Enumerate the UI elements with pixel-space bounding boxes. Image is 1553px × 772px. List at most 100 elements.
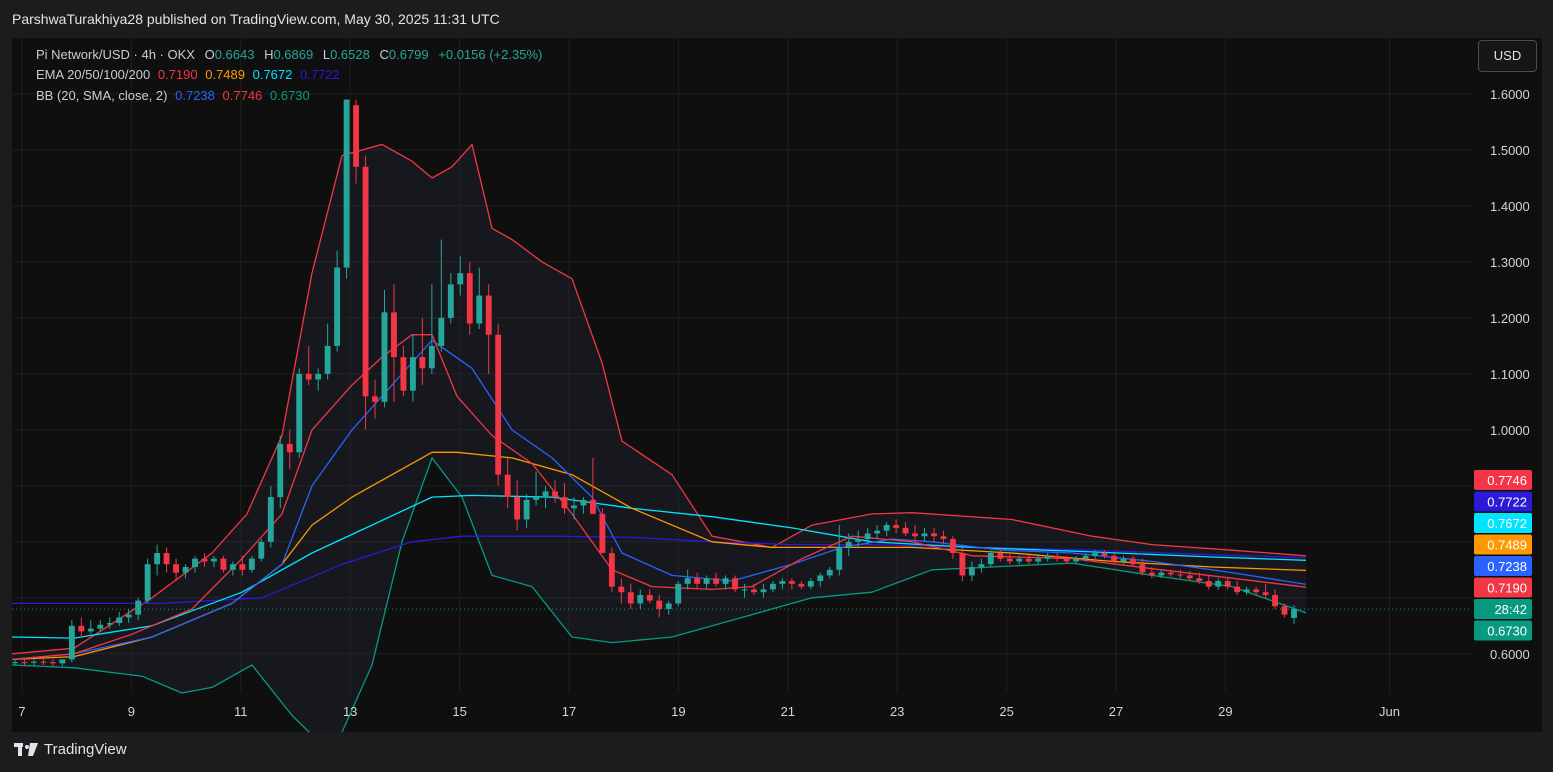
candle[interactable] [684, 569, 691, 590]
candle[interactable] [381, 289, 388, 408]
candle[interactable] [68, 620, 75, 663]
candle[interactable] [49, 659, 56, 667]
candle[interactable] [912, 525, 918, 542]
candle[interactable] [1281, 603, 1288, 618]
candle[interactable] [1272, 589, 1278, 610]
legend-bb-row[interactable]: BB (20, SMA, close, 2) 0.7238 0.7746 0.6… [36, 88, 310, 103]
candle[interactable] [637, 589, 644, 610]
candle[interactable] [836, 525, 843, 576]
candle[interactable] [893, 519, 900, 534]
candle[interactable] [391, 284, 397, 402]
candle[interactable] [514, 480, 521, 531]
candle[interactable] [1167, 569, 1174, 577]
candle[interactable] [125, 609, 132, 624]
candle[interactable] [931, 527, 937, 542]
candle[interactable] [959, 547, 966, 582]
candle[interactable] [732, 575, 738, 593]
candle[interactable] [968, 561, 975, 582]
currency-button[interactable]: USD [1478, 40, 1537, 72]
candle[interactable] [845, 533, 852, 556]
candle[interactable] [1196, 572, 1203, 584]
candle[interactable] [675, 581, 682, 607]
candle[interactable] [21, 659, 28, 666]
candle[interactable] [760, 583, 767, 598]
candle[interactable] [580, 497, 587, 514]
candle[interactable] [1101, 550, 1108, 559]
candle[interactable] [1092, 550, 1098, 559]
candle[interactable] [997, 547, 1004, 562]
legend-symbol-row[interactable]: Pi Network/USD · 4h · OKX O0.6643 H0.686… [36, 47, 542, 62]
candle[interactable] [1130, 555, 1136, 568]
candle[interactable] [1035, 555, 1042, 565]
candle[interactable] [1120, 555, 1127, 565]
candle[interactable] [400, 345, 407, 397]
candle[interactable] [182, 564, 189, 579]
candle[interactable] [229, 561, 236, 576]
candle[interactable] [144, 558, 151, 604]
candle[interactable] [485, 284, 492, 374]
candle[interactable] [248, 555, 255, 573]
candle[interactable] [855, 530, 862, 548]
candle[interactable] [798, 581, 805, 590]
candle[interactable] [1025, 553, 1032, 565]
candle[interactable] [135, 597, 142, 621]
candle[interactable] [940, 530, 947, 545]
candle[interactable] [201, 553, 208, 568]
candle[interactable] [78, 617, 85, 638]
candle[interactable] [495, 323, 502, 486]
candle[interactable] [589, 457, 596, 514]
candle[interactable] [334, 250, 341, 352]
candle[interactable] [353, 99, 360, 184]
chart-pane[interactable]: 1.6000 1.5000 1.4000 1.3000 1.2000 1.1000 1.00… [12, 38, 1542, 732]
candle[interactable] [902, 522, 909, 537]
candle[interactable] [267, 485, 274, 548]
candle[interactable] [1215, 578, 1222, 590]
candle[interactable] [192, 555, 198, 573]
candle[interactable] [1111, 553, 1117, 565]
candle[interactable] [1262, 583, 1269, 598]
candle[interactable] [409, 334, 416, 402]
candle[interactable] [826, 567, 833, 579]
candle[interactable] [1054, 553, 1061, 562]
candle[interactable] [1006, 553, 1013, 565]
candle[interactable] [1139, 558, 1146, 576]
legend-ema-label[interactable]: EMA 20/50/100/200 [36, 67, 151, 82]
candle[interactable] [315, 368, 322, 391]
candle[interactable] [40, 658, 47, 666]
candle[interactable] [31, 659, 37, 667]
candle[interactable] [324, 323, 331, 380]
candle[interactable] [296, 368, 303, 458]
candle[interactable] [1016, 555, 1023, 565]
candle[interactable] [1177, 569, 1184, 579]
candle[interactable] [97, 620, 104, 632]
candle[interactable] [163, 547, 170, 573]
candle[interactable] [1234, 581, 1241, 596]
candle[interactable] [343, 99, 350, 279]
candle[interactable] [694, 572, 701, 590]
candle[interactable] [1063, 555, 1070, 565]
candle[interactable] [305, 345, 312, 386]
candle[interactable] [428, 284, 435, 374]
candle[interactable] [116, 611, 123, 626]
candle[interactable] [277, 435, 284, 509]
candle[interactable] [419, 317, 426, 386]
candle[interactable] [1186, 570, 1193, 582]
candle[interactable] [987, 550, 994, 568]
candle[interactable] [807, 578, 814, 590]
candle[interactable] [713, 572, 720, 587]
candle[interactable] [561, 483, 568, 514]
legend-ema-row[interactable]: EMA 20/50/100/200 0.7190 0.7489 0.7672 0… [36, 67, 340, 82]
candle[interactable] [1082, 553, 1089, 562]
candle[interactable] [1205, 575, 1212, 590]
candle[interactable] [751, 583, 757, 596]
candle[interactable] [1253, 586, 1260, 596]
candle[interactable] [239, 555, 246, 576]
candle[interactable] [552, 480, 558, 503]
candle[interactable] [665, 600, 672, 615]
candle[interactable] [722, 575, 729, 590]
candle[interactable] [12, 659, 18, 666]
candle[interactable] [1224, 578, 1231, 590]
candle[interactable] [438, 239, 445, 352]
candle[interactable] [258, 539, 265, 562]
candle[interactable] [571, 497, 577, 520]
